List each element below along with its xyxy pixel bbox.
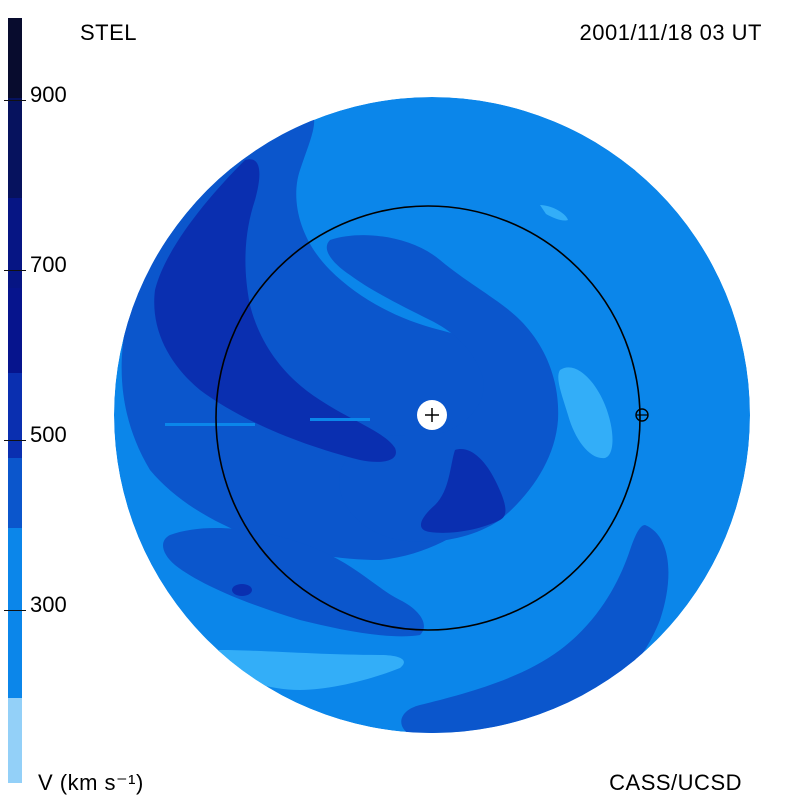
colorbar-tick [4, 270, 26, 271]
high-speed-stream [420, 449, 506, 533]
colorbar-tick-label: 700 [30, 252, 67, 277]
streak [165, 423, 255, 426]
colorbar-tick-label: 900 [30, 82, 67, 107]
timestamp-label: 2001/11/18 03 UT [579, 20, 762, 45]
colorbar-tick [4, 440, 26, 441]
credit-label: CASS/UCSD [609, 770, 742, 795]
high-speed-stream [154, 159, 396, 462]
colorbar-tick-label: 500 [30, 422, 67, 447]
colorbar-overlay [8, 18, 22, 783]
slow-wind-region [214, 650, 404, 690]
model-label: STEL [80, 20, 138, 45]
colorbar-tick [4, 100, 26, 101]
colorbar-tick-label: 300 [30, 592, 67, 617]
dense-spot [232, 584, 252, 596]
solar-wind-region [326, 235, 559, 542]
streak [310, 418, 370, 421]
slow-wind-region [540, 205, 568, 221]
earth-orbit [215, 205, 641, 631]
units-label: V (km s⁻¹) [38, 770, 144, 795]
slow-wind-region [558, 367, 613, 459]
colorbar-tick [4, 610, 26, 611]
